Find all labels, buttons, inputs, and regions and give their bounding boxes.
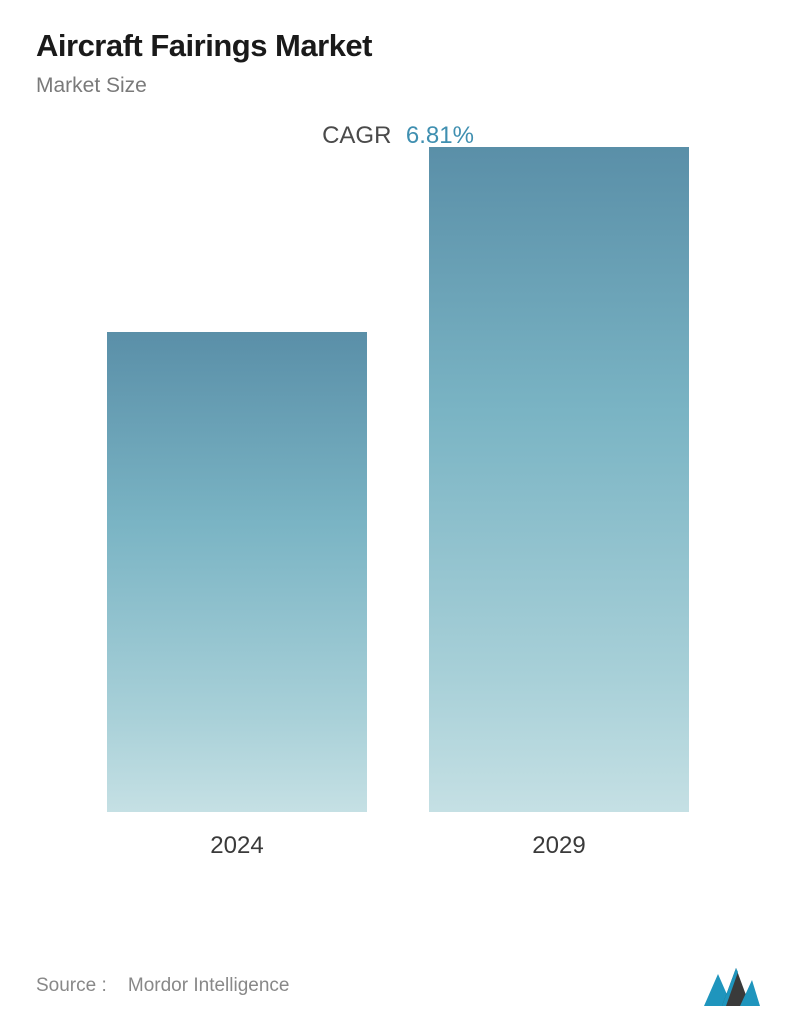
bar-2024 (107, 332, 367, 812)
footer: Source : Mordor Intelligence (36, 966, 760, 1006)
source-label: Source : (36, 975, 107, 996)
bar-group: 2029 (429, 147, 689, 860)
source-name: Mordor Intelligence (128, 975, 290, 996)
cagr-label: CAGR (322, 122, 391, 149)
chart-subtitle: Market Size (36, 74, 760, 98)
mordor-logo-icon (704, 966, 760, 1006)
bar-2029 (429, 147, 689, 812)
bar-group: 2024 (107, 332, 367, 860)
source-attribution: Source : Mordor Intelligence (36, 975, 289, 997)
cagr-value: 6.81% (406, 122, 474, 149)
bar-label: 2024 (210, 832, 263, 860)
cagr-row: CAGR 6.81% (36, 122, 760, 150)
bar-label: 2029 (532, 832, 585, 860)
bar-chart: 2024 2029 (36, 180, 760, 860)
chart-title: Aircraft Fairings Market (36, 28, 760, 64)
